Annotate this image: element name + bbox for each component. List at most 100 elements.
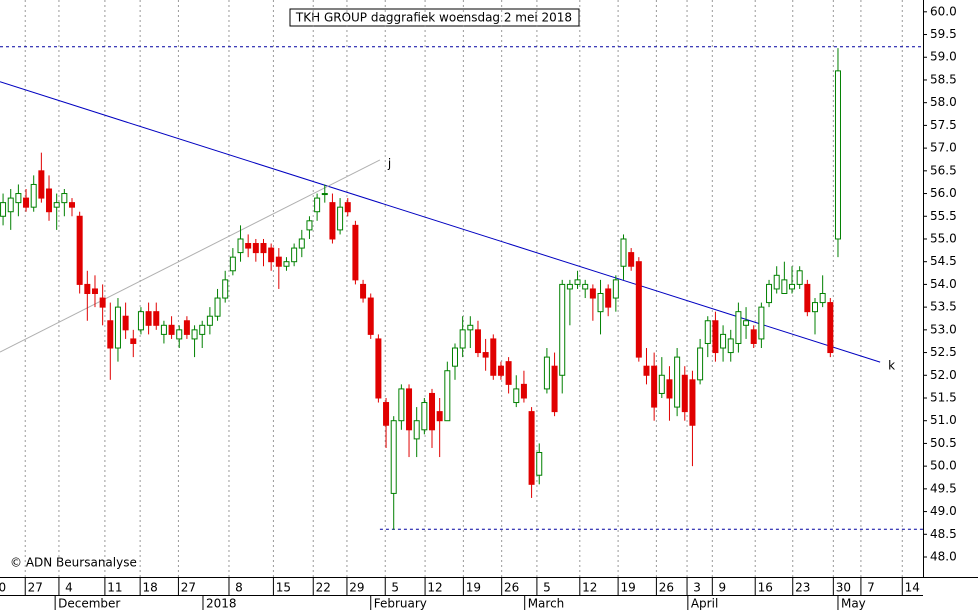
x-tick-label: 18 [142, 581, 157, 595]
x-tick-label: 27 [181, 581, 196, 595]
candle-body [245, 243, 252, 249]
candle-body [344, 202, 351, 213]
candle-body [505, 361, 512, 385]
candle-body [735, 311, 742, 344]
candle-body [597, 292, 604, 313]
x-tick-label: 27 [28, 581, 43, 595]
candle-body [291, 247, 298, 263]
candle-body [107, 320, 114, 349]
y-tick-label: 48.0 [930, 550, 957, 564]
y-tick-label: 55.5 [930, 209, 957, 223]
y-tick-label: 52.5 [930, 345, 957, 359]
candle-body [474, 329, 481, 354]
y-tick-label: 55.0 [930, 231, 957, 245]
x-tick-label: 23 [795, 581, 810, 595]
y-tick-label: 51.5 [930, 390, 957, 404]
x-tick-label: 22 [316, 581, 331, 595]
candle-body [329, 202, 336, 240]
y-tick-label: 53.5 [930, 300, 957, 314]
line-label: j [387, 156, 391, 170]
y-tick-label: 56.5 [930, 163, 957, 177]
candle-body [811, 302, 818, 313]
candle-body [222, 279, 229, 299]
candle-body [743, 320, 750, 326]
copyright: © ADN Beursanalyse [10, 556, 137, 570]
candle-body [459, 329, 466, 349]
candle-body [819, 292, 826, 304]
candle-body [352, 224, 359, 281]
x-tick-label: 26 [504, 581, 519, 595]
candle-body [789, 283, 796, 290]
candle-body [367, 297, 374, 335]
candle-body [750, 329, 757, 344]
candle-body [298, 238, 305, 249]
candle-body [76, 215, 83, 285]
candle-body [781, 279, 788, 294]
candle-body [620, 238, 627, 267]
candle-body [766, 283, 773, 304]
x-tick-label: 29 [349, 581, 364, 595]
candle-body [704, 320, 711, 344]
y-tick-label: 59.5 [930, 27, 957, 41]
candle-body [398, 388, 405, 422]
candle-body [413, 420, 420, 440]
candle-body [15, 193, 22, 204]
candle-body [321, 193, 328, 196]
candle-body [191, 329, 198, 340]
x-tick-label: 16 [758, 581, 773, 595]
candle-body [429, 392, 436, 431]
candle-body [99, 297, 106, 308]
candle-body [199, 324, 206, 335]
x-tick-label: 5 [543, 581, 551, 595]
title-box [289, 8, 580, 27]
y-tick-label: 60.0 [930, 4, 957, 18]
y-tick-label: 50.5 [930, 436, 957, 450]
chart-title: TKH GROUP daggrafiek woensdag 2 mei 2018 [295, 11, 572, 25]
candle-body [528, 411, 535, 485]
month-label: May [841, 597, 866, 610]
candle-body [69, 202, 76, 208]
candle-body [229, 256, 236, 272]
y-tick-label: 57.5 [930, 118, 957, 132]
candle-body [451, 347, 458, 367]
candle-body [804, 283, 811, 313]
trend-line [0, 159, 381, 353]
x-tick-label: 7 [867, 581, 875, 595]
candle-body [559, 283, 566, 376]
line-label: k [888, 359, 895, 373]
x-tick-label: 30 [836, 581, 851, 595]
month-label: February [374, 597, 427, 610]
month-label: December [58, 597, 120, 610]
candle-body [658, 374, 665, 394]
x-tick-label: 8 [235, 581, 243, 595]
candle-body [145, 311, 152, 326]
candle-body [605, 288, 612, 308]
candle-body [628, 252, 635, 267]
candle-body [674, 356, 681, 408]
candle-body [697, 347, 704, 381]
candle-body [436, 411, 443, 422]
candle-body [574, 279, 581, 285]
candle-body [773, 274, 780, 290]
candle-body [160, 324, 167, 335]
candle-body [183, 320, 190, 335]
y-tick-label: 58.0 [930, 95, 957, 109]
candle-body [30, 183, 37, 208]
candle-body [260, 243, 267, 254]
candle-body [206, 315, 213, 326]
candle-body [7, 197, 14, 213]
candle-body [122, 315, 129, 331]
candle-body [360, 283, 367, 299]
candle-body [137, 311, 144, 331]
candle-body [589, 288, 596, 299]
candle-body [727, 338, 734, 354]
x-tick-label: 12 [427, 581, 442, 595]
y-tick-label: 54.0 [930, 277, 957, 291]
y-tick-label: 48.5 [930, 527, 957, 541]
candle-body [283, 261, 290, 267]
candle-body [566, 283, 573, 290]
candle-body [38, 170, 45, 199]
candle-body [467, 324, 474, 331]
x-tick-label: 26 [659, 581, 674, 595]
candle-body [153, 311, 160, 326]
